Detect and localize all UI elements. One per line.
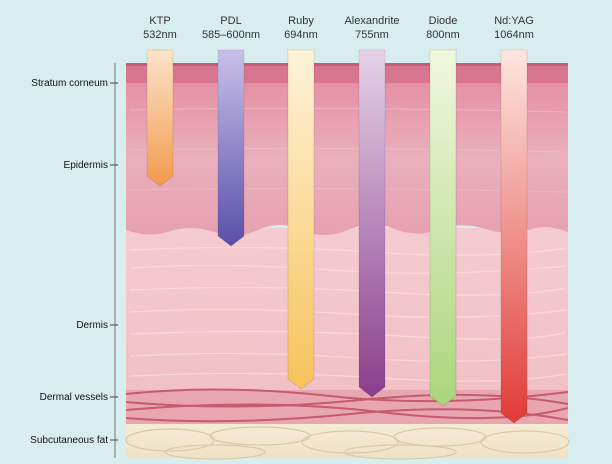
layer-label-dermis: Dermis (76, 320, 108, 331)
layer-labels: Stratum corneum Epidermis Dermis Dermal … (30, 78, 108, 446)
stratum-corneum-edge (126, 63, 568, 66)
laser-beam-ktp (146, 49, 174, 187)
laser-name-ndyag: Nd:YAG (494, 15, 534, 27)
left-axis (110, 63, 118, 458)
laser-headers: KTP 532nm PDL 585–600nm Ruby 694nm Alexa… (143, 15, 534, 41)
laser-beam-ruby (287, 49, 315, 390)
laser-name-alexandrite: Alexandrite (344, 15, 399, 27)
fat-lobules (125, 426, 570, 460)
laser-wavelength-ruby: 694nm (284, 29, 318, 41)
laser-name-diode: Diode (429, 15, 458, 27)
laser-beam-diode (429, 49, 457, 407)
laser-wavelength-pdl: 585–600nm (202, 29, 260, 41)
laser-wavelength-diode: 800nm (426, 29, 460, 41)
laser-wavelength-alexandrite: 755nm (355, 29, 389, 41)
layer-label-epidermis: Epidermis (64, 160, 108, 171)
epidermis-texture (129, 107, 567, 193)
laser-beam-pdl (217, 49, 245, 247)
laser-name-pdl: PDL (220, 15, 241, 27)
laser-beams (146, 49, 528, 424)
laser-beam-alexandrite (358, 49, 386, 398)
layer-label-stratum-corneum: Stratum corneum (31, 78, 108, 89)
laser-name-ruby: Ruby (288, 15, 314, 27)
layer-subcutaneous-fat (126, 424, 568, 458)
laser-name-ktp: KTP (149, 15, 170, 27)
layer-dermis (126, 228, 568, 396)
laser-wavelength-ndyag: 1064nm (494, 29, 534, 41)
layer-label-subcutaneous-fat: Subcutaneous fat (30, 435, 108, 446)
laser-wavelength-ktp: 532nm (143, 29, 177, 41)
layer-label-dermal-vessels: Dermal vessels (40, 392, 108, 403)
laser-beam-ndyag (500, 49, 528, 424)
